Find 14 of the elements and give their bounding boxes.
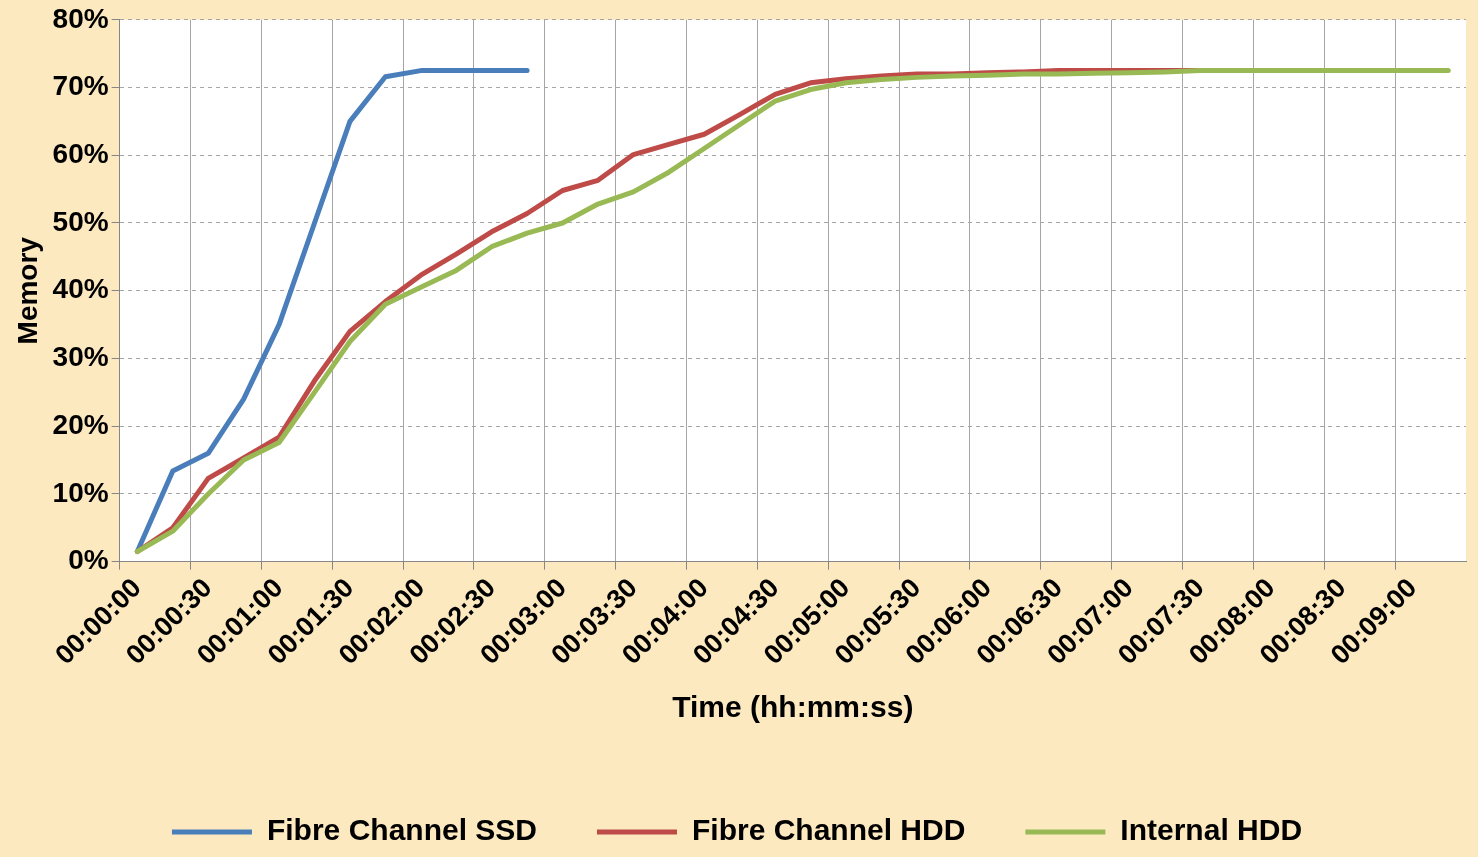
y-tick-label: 20% [52, 408, 109, 440]
x-axis-title: Time (hh:mm:ss) [672, 690, 914, 724]
y-tick-label: 80% [52, 2, 109, 34]
y-axis-title: Memory [11, 236, 43, 345]
legend-label: Internal HDD [1120, 813, 1303, 847]
y-tick-label: 50% [52, 205, 109, 237]
y-tick-label: 70% [52, 70, 109, 102]
y-tick-label: 40% [52, 273, 109, 305]
legend-label: Fibre Channel SSD [266, 813, 538, 847]
y-tick-label: 10% [52, 476, 109, 508]
y-tick-label: 30% [52, 341, 109, 373]
legend-label: Fibre Channel HDD [692, 813, 966, 847]
y-tick-label: 60% [52, 137, 109, 169]
y-tick-label: 0% [68, 544, 109, 576]
